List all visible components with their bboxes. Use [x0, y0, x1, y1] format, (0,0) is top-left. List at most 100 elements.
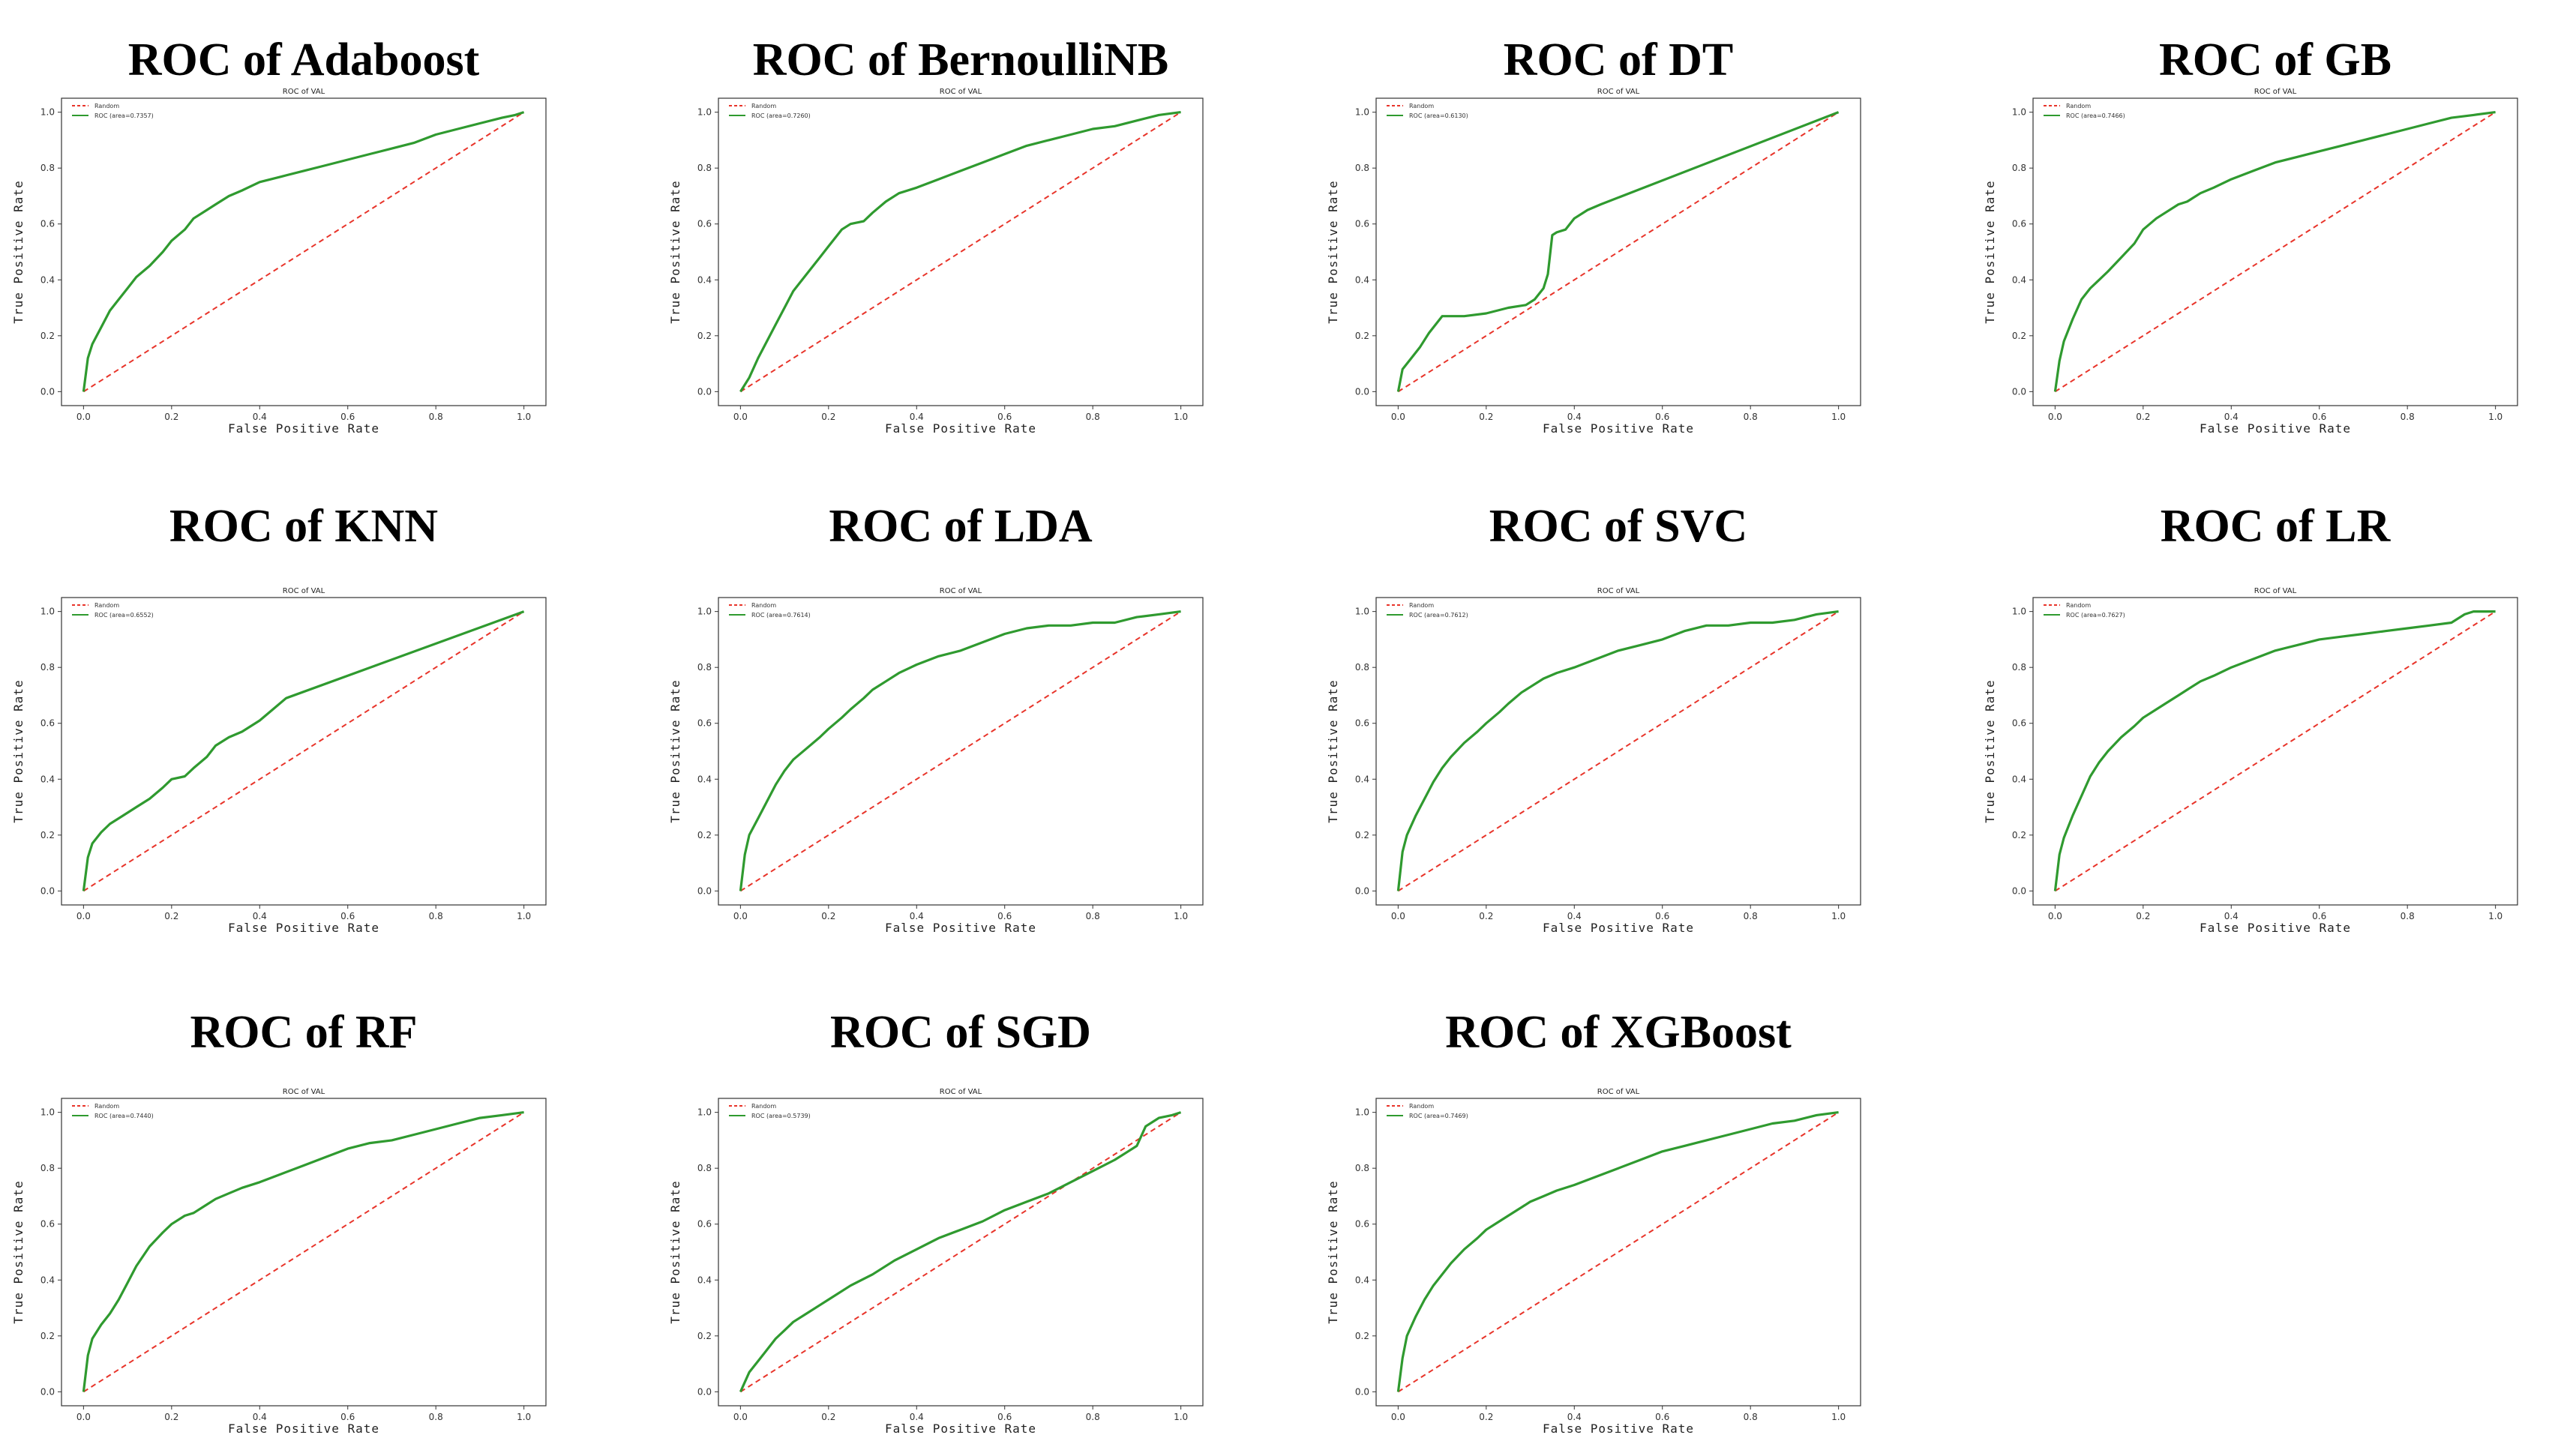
- y-tick-label: 0.4: [40, 274, 55, 285]
- legend-label: ROC (area=0.6130): [1409, 112, 1468, 119]
- y-tick-label: 0.4: [40, 774, 55, 784]
- x-tick-label: 0.2: [1479, 1412, 1493, 1422]
- chart-subtitle: ROC of VAL: [940, 1088, 982, 1096]
- x-axis-label: False Positive Rate: [228, 921, 379, 935]
- panel-title: ROC of LR: [2161, 501, 2392, 552]
- legend-label: Random: [1409, 602, 1434, 609]
- y-tick-label: 1.0: [40, 1107, 55, 1118]
- y-axis-label: True Positive Rate: [1983, 180, 1997, 323]
- legend-label: Random: [2066, 103, 2091, 109]
- roc-curve-line: [739, 1111, 1182, 1393]
- x-tick-label: 0.0: [733, 412, 748, 422]
- panel-title: ROC of GB: [2159, 34, 2392, 85]
- legend: Random ROC (area=0.6552): [72, 602, 154, 619]
- panel-title: ROC of RF: [190, 1007, 417, 1058]
- x-tick-label: 0.8: [2401, 911, 2415, 921]
- y-axis-label: True Positive Rate: [668, 180, 682, 323]
- x-tick-label: 1.0: [1174, 911, 1188, 921]
- roc-panel: ROC of Adaboost ROC of VAL 0.0 0.2 0.4 0.6 0.8…: [11, 34, 547, 436]
- y-tick-label: 0.2: [40, 331, 55, 341]
- legend-label: Random: [751, 602, 776, 609]
- panel-title: ROC of DT: [1504, 34, 1734, 85]
- x-tick-label: 0.0: [76, 412, 91, 422]
- x-tick-label: 0.0: [2048, 412, 2062, 422]
- y-tick-label: 0.6: [2012, 718, 2026, 729]
- legend-label: ROC (area=0.5739): [751, 1113, 811, 1119]
- y-tick-label: 0.8: [2012, 662, 2026, 673]
- y-tick-label: 0.4: [2012, 274, 2026, 285]
- legend-label: Random: [1409, 1103, 1434, 1110]
- x-axis-label: False Positive Rate: [885, 1422, 1036, 1436]
- y-axis-label: True Positive Rate: [1326, 1180, 1340, 1323]
- chart-subtitle: ROC of VAL: [2254, 587, 2297, 595]
- y-tick-label: 0.6: [1355, 1219, 1369, 1230]
- legend: Random ROC (area=0.7357): [72, 103, 154, 119]
- x-tick-label: 0.6: [997, 412, 1012, 422]
- x-axis-label: False Positive Rate: [228, 421, 379, 436]
- legend-label: ROC (area=0.7440): [94, 1113, 154, 1119]
- roc-panel: ROC of LDA ROC of VAL 0.0 0.2 0.4 0.6 0.8 1.0 0.…: [668, 501, 1204, 935]
- roc-panel: ROC of KNN ROC of VAL 0.0 0.2 0.4 0.6 0.8 1.0 0.…: [11, 501, 547, 935]
- y-tick-label: 0.6: [40, 1219, 55, 1230]
- legend: Random ROC (area=0.5739): [729, 1103, 811, 1119]
- y-tick-label: 0.0: [40, 885, 55, 896]
- y-tick-label: 0.0: [697, 386, 712, 397]
- y-tick-label: 0.0: [2012, 885, 2026, 896]
- random-baseline-line: [1397, 1111, 1840, 1393]
- y-tick-label: 0.8: [40, 1163, 55, 1173]
- y-tick-label: 0.4: [40, 1275, 55, 1285]
- x-tick-label: 0.6: [340, 1412, 355, 1422]
- x-tick-label: 0.8: [1086, 412, 1100, 422]
- y-tick-label: 0.0: [1355, 1386, 1369, 1397]
- x-tick-label: 0.2: [2136, 412, 2150, 422]
- chart-subtitle: ROC of VAL: [1597, 1088, 1640, 1096]
- random-baseline-line: [739, 1111, 1182, 1393]
- x-tick-label: 0.0: [733, 911, 748, 921]
- x-tick-label: 0.4: [910, 911, 924, 921]
- x-tick-label: 0.2: [2136, 911, 2150, 921]
- x-axis-label: False Positive Rate: [1543, 921, 1694, 935]
- legend: Random ROC (area=0.7469): [1387, 1103, 1468, 1119]
- x-tick-label: 0.0: [2048, 911, 2062, 921]
- legend: Random ROC (area=0.7466): [2044, 103, 2125, 119]
- legend-label: Random: [1409, 103, 1434, 109]
- x-tick-label: 0.8: [1744, 1412, 1758, 1422]
- legend-label: Random: [2066, 602, 2091, 609]
- y-tick-label: 0.0: [40, 1386, 55, 1397]
- chart-subtitle: ROC of VAL: [1597, 587, 1640, 595]
- roc-panel: ROC of GB ROC of VAL 0.0 0.2 0.4 0.6 0.8 1.0 0.0…: [1983, 34, 2518, 436]
- panel-title: ROC of SGD: [830, 1007, 1091, 1058]
- x-tick-label: 0.0: [76, 911, 91, 921]
- legend-label: ROC (area=0.7627): [2066, 612, 2125, 619]
- y-tick-label: 0.4: [2012, 774, 2026, 784]
- legend: Random ROC (area=0.7614): [729, 602, 811, 619]
- x-tick-label: 0.0: [76, 1412, 91, 1422]
- x-tick-label: 0.8: [2401, 412, 2415, 422]
- x-tick-label: 0.6: [1655, 911, 1669, 921]
- x-axis-label: False Positive Rate: [1543, 1422, 1694, 1436]
- x-tick-label: 1.0: [2488, 911, 2503, 921]
- y-tick-label: 0.8: [1355, 163, 1369, 173]
- x-tick-label: 0.8: [429, 1412, 443, 1422]
- legend: Random ROC (area=0.6130): [1387, 103, 1468, 119]
- x-tick-label: 0.2: [1479, 412, 1493, 422]
- y-tick-label: 0.2: [40, 1331, 55, 1341]
- x-tick-label: 0.4: [2224, 911, 2239, 921]
- y-tick-label: 0.0: [697, 1386, 712, 1397]
- legend-label: ROC (area=0.7260): [751, 112, 811, 119]
- y-axis-label: True Positive Rate: [11, 180, 25, 323]
- y-tick-label: 0.2: [697, 1331, 712, 1341]
- roc-curve-line: [82, 111, 525, 392]
- y-tick-label: 0.0: [697, 885, 712, 896]
- x-tick-label: 0.6: [340, 911, 355, 921]
- y-tick-label: 0.0: [1355, 885, 1369, 896]
- x-tick-label: 0.2: [164, 1412, 178, 1422]
- y-tick-label: 0.8: [40, 662, 55, 673]
- y-tick-label: 0.8: [40, 163, 55, 173]
- y-tick-label: 0.6: [697, 219, 712, 229]
- chart-subtitle: ROC of VAL: [283, 587, 325, 595]
- y-axis-label: True Positive Rate: [1326, 679, 1340, 822]
- x-tick-label: 0.8: [429, 412, 443, 422]
- y-axis-label: True Positive Rate: [1983, 679, 1997, 822]
- y-tick-label: 0.6: [1355, 718, 1369, 729]
